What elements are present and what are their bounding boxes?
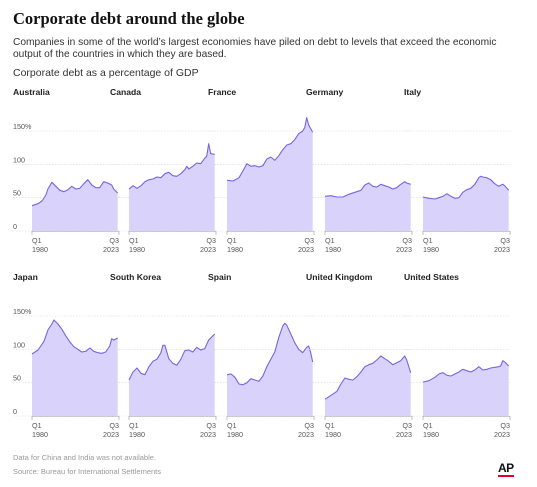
x-tick-label-start: 1980 <box>227 430 243 439</box>
x-tick-label-end: 2023 <box>103 245 119 254</box>
series-area <box>325 181 411 231</box>
x-tick-label-end: Q3 <box>402 421 412 430</box>
x-tick-label-start: Q1 <box>227 236 237 245</box>
series-line <box>324 181 411 198</box>
x-tick-label-end: Q3 <box>500 236 510 245</box>
panel-title: Australia <box>13 87 50 97</box>
x-tick-label-start: Q1 <box>423 236 433 245</box>
y-tick-label: 100 <box>13 155 25 164</box>
x-tick-label-end: Q3 <box>109 236 119 245</box>
small-multiples-chart: Australia050100150%Q11980Q32023CanadaQ11… <box>13 87 511 439</box>
series-line <box>31 319 118 355</box>
y-tick-label: 100 <box>13 340 25 349</box>
x-tick-label-start: 1980 <box>32 245 48 254</box>
x-tick-label-end: 2023 <box>396 245 412 254</box>
series-line <box>128 333 216 381</box>
panel-title: Canada <box>110 87 141 97</box>
series-line <box>31 179 119 207</box>
x-tick-label-end: Q3 <box>304 421 314 430</box>
x-tick-label-end: Q3 <box>304 236 314 245</box>
series-area <box>325 356 411 416</box>
x-tick-label-end: Q3 <box>206 236 216 245</box>
x-tick-label-end: 2023 <box>103 430 119 439</box>
chart-title: Corporate debt around the globe <box>13 9 245 28</box>
x-tick-label-start: 1980 <box>32 430 48 439</box>
y-tick-label: 50 <box>13 374 21 383</box>
series-area <box>423 176 509 231</box>
x-tick-label-start: 1980 <box>423 430 439 439</box>
x-tick-label-start: Q1 <box>32 236 42 245</box>
x-tick-label-end: Q3 <box>500 421 510 430</box>
panel-title: France <box>208 87 236 97</box>
series-line <box>226 322 314 386</box>
series-area <box>129 143 215 231</box>
y-tick-label: 50 <box>13 189 21 198</box>
panel-title: Italy <box>404 87 421 97</box>
x-tick-label-end: 2023 <box>200 430 216 439</box>
x-tick-label-start: Q1 <box>227 421 237 430</box>
x-tick-label-start: 1980 <box>129 245 145 254</box>
panel-title: Germany <box>306 87 343 97</box>
x-tick-label-start: 1980 <box>129 430 145 439</box>
panel-title: Japan <box>13 272 38 282</box>
series-area <box>227 117 313 231</box>
series-line <box>128 143 215 190</box>
series-line <box>324 355 412 400</box>
x-tick-label-start: Q1 <box>129 236 139 245</box>
x-tick-label-end: 2023 <box>494 430 510 439</box>
x-tick-label-end: 2023 <box>298 245 314 254</box>
series-line <box>422 175 510 200</box>
series-area <box>129 334 215 416</box>
x-tick-label-start: Q1 <box>325 236 335 245</box>
x-tick-label-start: 1980 <box>325 245 341 254</box>
panel-title: South Korea <box>110 272 161 282</box>
y-tick-label: 0 <box>13 407 17 416</box>
x-tick-label-start: Q1 <box>325 421 335 430</box>
series-area <box>423 360 509 416</box>
series-area <box>32 320 118 416</box>
x-tick-label-start: 1980 <box>227 245 243 254</box>
series-area <box>32 179 118 231</box>
x-tick-label-end: Q3 <box>206 421 216 430</box>
panel-title: Spain <box>208 272 231 282</box>
y-tick-label: 0 <box>13 222 17 231</box>
x-tick-label-start: Q1 <box>423 421 433 430</box>
y-tick-label: 150% <box>13 122 32 131</box>
chart-subtitle: Companies in some of the world’s largest… <box>13 37 497 60</box>
footnote: Data for China and India was not availab… <box>13 453 157 462</box>
panel-title: United Kingdom <box>306 272 373 282</box>
series-line <box>422 360 510 383</box>
x-tick-label-start: Q1 <box>129 421 139 430</box>
x-tick-label-end: Q3 <box>402 236 412 245</box>
unit-label: Corporate debt as a percentage of GDP <box>13 67 199 79</box>
series-line <box>226 117 314 182</box>
x-tick-label-end: 2023 <box>396 430 412 439</box>
x-tick-label-start: 1980 <box>325 430 341 439</box>
x-tick-label-start: 1980 <box>423 245 439 254</box>
x-tick-label-end: Q3 <box>109 421 119 430</box>
x-tick-label-start: Q1 <box>32 421 42 430</box>
series-area <box>227 323 313 416</box>
x-tick-label-end: 2023 <box>298 430 314 439</box>
ap-logo: AP <box>498 461 514 477</box>
x-tick-label-end: 2023 <box>494 245 510 254</box>
source-note: Source: Bureau for International Settlem… <box>13 467 162 476</box>
y-tick-label: 150% <box>13 307 32 316</box>
x-tick-label-end: 2023 <box>200 245 216 254</box>
panel-title: United States <box>404 272 459 282</box>
